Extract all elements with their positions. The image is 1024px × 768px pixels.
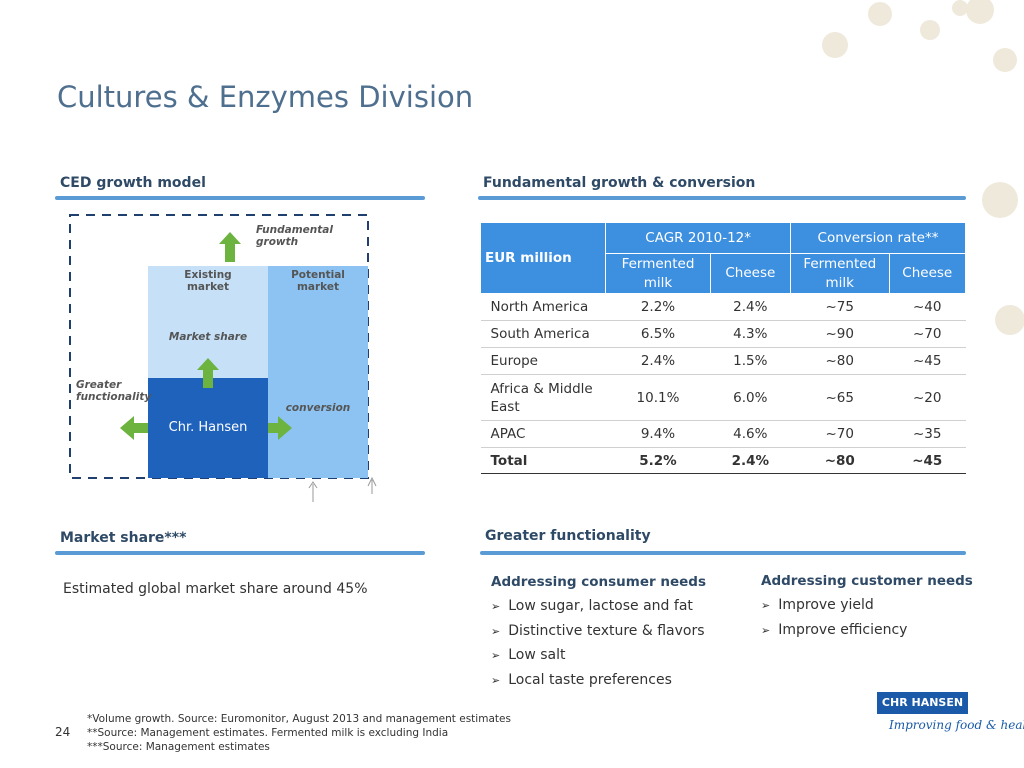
table-row: North America 2.2% 2.4% ~75 ~40 <box>480 293 966 321</box>
section-bar <box>478 196 966 200</box>
decorative-blobs <box>822 0 1024 335</box>
table-cell: 5.2% <box>605 447 711 474</box>
table-cell: ~45 <box>889 347 966 375</box>
section-heading: CED growth model <box>60 175 206 191</box>
bullet: Low salt <box>491 647 565 663</box>
table-cell: ~90 <box>790 320 889 348</box>
bullet: Local taste preferences <box>491 672 672 688</box>
table-cell: Total <box>480 447 606 474</box>
section-bar <box>480 551 966 555</box>
table-cell: APAC <box>480 420 606 448</box>
section-heading: Greater functionality <box>485 528 651 544</box>
company-share <box>148 378 268 478</box>
table-cell: 1.5% <box>710 347 791 375</box>
bullet: Improve yield <box>761 597 874 613</box>
table-row: Europe 2.4% 1.5% ~80 ~45 <box>480 347 966 375</box>
table-cell: ~35 <box>889 420 966 448</box>
footnote: ***Source: Management estimates <box>87 741 270 753</box>
column-title: Addressing consumer needs <box>491 574 706 590</box>
header-row: Fermented milk Cheese Fermented milk Cheese <box>481 253 966 294</box>
table-row: Africa & Middle East 10.1% 6.0% ~65 ~20 <box>480 374 966 421</box>
diagram-label: Potential market <box>291 269 345 293</box>
section-heading: Fundamental growth & conversion <box>483 175 756 191</box>
table-cell: 4.6% <box>710 420 791 448</box>
market-share-text: Estimated global market share around 45% <box>63 581 368 597</box>
table-cell: ~20 <box>889 374 966 421</box>
bullet: Improve efficiency <box>761 622 907 638</box>
table-cell: 2.4% <box>605 347 711 375</box>
header-row: EUR million CAGR 2010-12* Conversion rate*… <box>479 222 966 294</box>
table-row: South America 6.5% 4.3% ~90 ~70 <box>480 320 966 348</box>
logo: CHR HANSEN <box>877 692 968 714</box>
table-cell: 9.4% <box>605 420 711 448</box>
table-cell: ~80 <box>790 447 889 474</box>
footnote: **Source: Management estimates. Fermente… <box>87 727 449 739</box>
table-cell: ~65 <box>790 374 889 421</box>
group-header: CAGR 2010-12* <box>605 222 791 254</box>
table-row: Total 5.2% 2.4% ~80 ~45 <box>480 447 966 474</box>
table-cell: 2.4% <box>710 447 791 474</box>
table-cell: 6.5% <box>605 320 711 348</box>
section-bar <box>55 551 425 555</box>
table-cell: 2.2% <box>605 293 711 321</box>
diagram-label: conversion <box>285 402 351 414</box>
corner-cell: EUR million <box>479 222 607 294</box>
table-cell: North America <box>480 293 606 321</box>
table-cell: 2.4% <box>710 293 791 321</box>
bullet: Low sugar, lactose and fat <box>491 598 693 614</box>
sub-header: Fermented milk <box>605 253 711 294</box>
growth-table: EUR million CAGR 2010-12* Conversion rate*… <box>479 222 966 474</box>
table-cell: ~40 <box>889 293 966 321</box>
title: Cultures & Enzymes Division <box>57 80 474 114</box>
table-cell: South America <box>480 320 606 348</box>
diagram-label: Market share <box>168 331 248 343</box>
potential-market <box>268 266 368 478</box>
column-title: Addressing customer needs <box>761 573 973 589</box>
page-number: 24 <box>55 725 71 739</box>
group-header: Conversion rate** <box>790 222 966 254</box>
table-cell: 6.0% <box>710 374 791 421</box>
section-heading: Market share*** <box>60 530 187 546</box>
table-cell: Europe <box>480 347 606 375</box>
diagram-label: Existing market <box>184 269 232 293</box>
arrows <box>120 232 292 440</box>
sub-header: Fermented milk <box>790 253 890 294</box>
table-cell: 4.3% <box>710 320 791 348</box>
table-row: APAC 9.4% 4.6% ~70 ~35 <box>480 420 966 448</box>
table-cell: ~70 <box>790 420 889 448</box>
table-cell: 10.1% <box>605 374 711 421</box>
footnote: *Volume growth. Source: Euromonitor, Aug… <box>87 713 511 725</box>
bullet: Distinctive texture & flavors <box>491 623 704 639</box>
sub-header: Cheese <box>888 253 966 294</box>
small-arrows <box>308 476 377 502</box>
sub-header: Cheese <box>709 253 792 294</box>
table-cell: ~70 <box>889 320 966 348</box>
diagram-label: Fundamental growth <box>256 224 333 248</box>
diagram-label: Greater functionality <box>76 379 152 403</box>
diagram-label: Chr. Hansen <box>168 420 248 435</box>
table-cell: Africa & Middle East <box>480 374 606 421</box>
table-cell: ~45 <box>889 447 966 474</box>
logo-tagline: Improving food & health <box>889 718 1024 732</box>
section-bar <box>55 196 425 200</box>
table-cell: ~80 <box>790 347 889 375</box>
table-cell: ~75 <box>790 293 889 321</box>
